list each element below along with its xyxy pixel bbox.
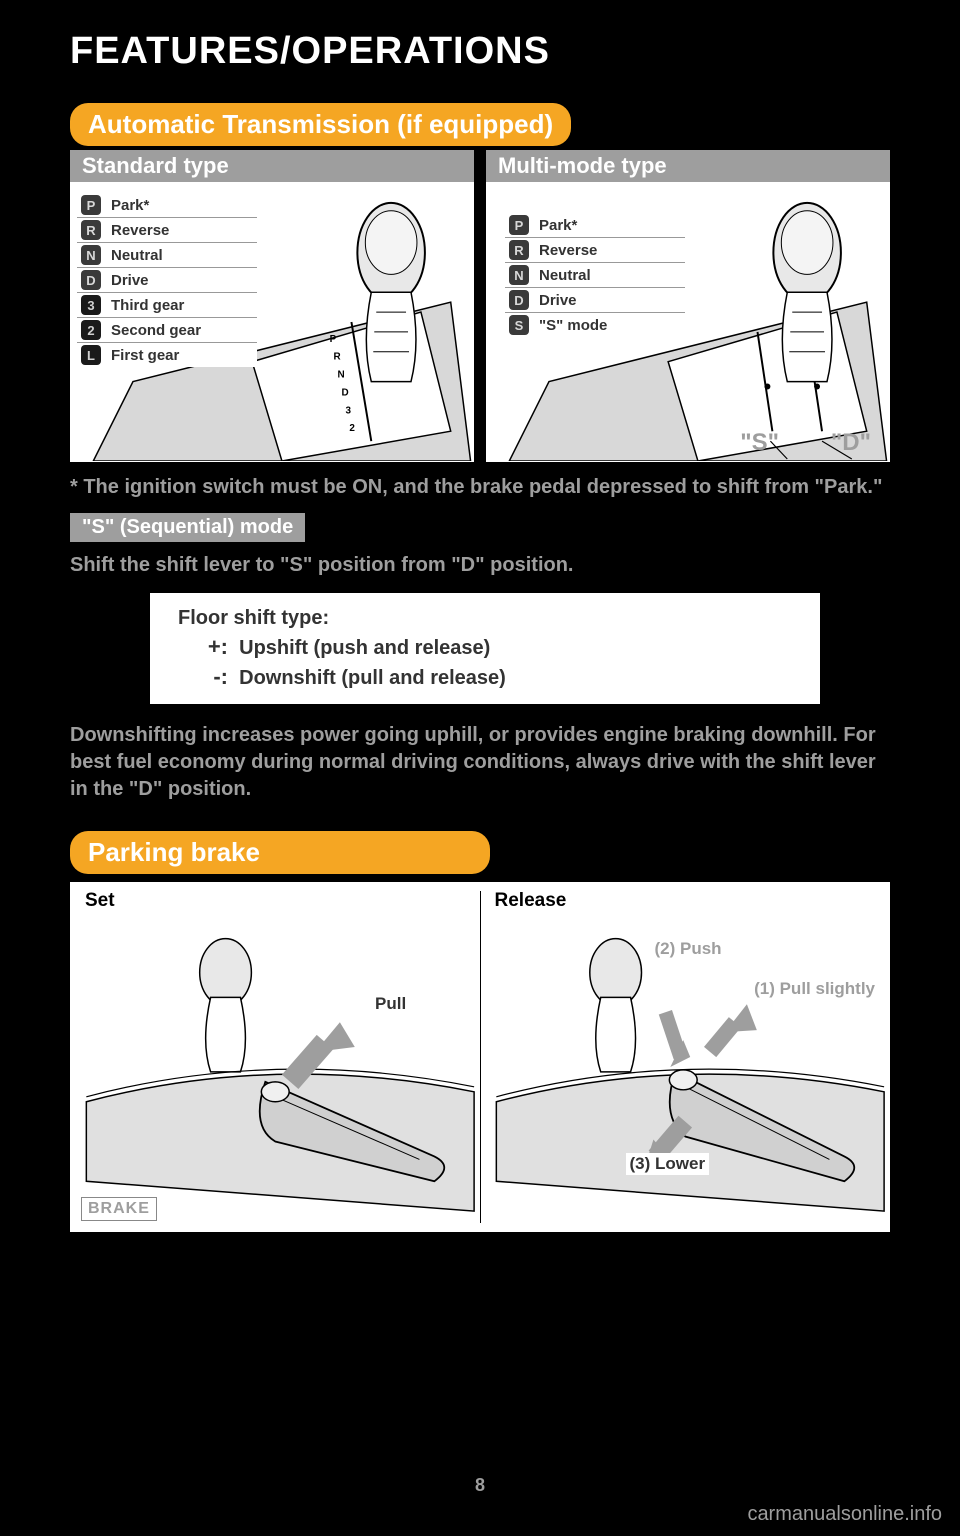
lower-callout: (3) Lower (626, 1153, 710, 1175)
gear-label: Reverse (111, 222, 169, 239)
svg-text:2: 2 (349, 423, 355, 434)
section-heading-parking-brake: Parking brake (70, 831, 490, 874)
gear-label: First gear (111, 347, 179, 364)
parking-release-panel: Release (2) Push (481, 883, 890, 1231)
svg-text:R: R (334, 352, 341, 363)
gear-label: Third gear (111, 297, 184, 314)
parking-set-panel: Set Pull BRAKE (71, 883, 480, 1231)
multi-diagram: P Park* R Reverse N Neutral D Drive S "S" mod… (486, 182, 890, 462)
gear-badge: D (81, 270, 101, 290)
gear-item: D Drive (505, 288, 685, 313)
set-label: Set (81, 889, 119, 913)
gear-label: Drive (539, 292, 577, 309)
release-label: Release (491, 889, 571, 913)
gear-label: Park* (111, 197, 149, 214)
svg-text:D: D (342, 387, 349, 398)
park-footnote: * The ignition switch must be ON, and th… (82, 474, 890, 501)
upshift-line: +: Upshift (push and release) (178, 634, 792, 660)
svg-text:3: 3 (345, 405, 351, 416)
downshift-line: -: Downshift (pull and release) (178, 664, 792, 690)
gear-label: Neutral (111, 247, 163, 264)
gear-item: 3 Third gear (77, 293, 257, 318)
gear-badge: 2 (81, 320, 101, 340)
gear-badge: N (81, 245, 101, 265)
section-heading-auto-trans: Automatic Transmission (if equipped) (70, 103, 571, 146)
gear-item: P Park* (505, 213, 685, 238)
gear-label: "S" mode (539, 317, 607, 334)
page-number: 8 (475, 1475, 485, 1496)
s-mode-instruction: Shift the shift lever to "S" position fr… (70, 552, 890, 579)
gear-item: D Drive (77, 268, 257, 293)
gear-item: 2 Second gear (77, 318, 257, 343)
gear-badge: 3 (81, 295, 101, 315)
svg-text:P: P (330, 334, 337, 345)
page-title: FEATURES/OPERATIONS (70, 30, 890, 73)
gear-badge: S (509, 315, 529, 335)
gear-label: Second gear (111, 322, 201, 339)
watermark: carmanualsonline.info (747, 1503, 942, 1526)
downshift-note: Downshifting increases power going uphil… (70, 722, 890, 803)
gear-item: N Neutral (505, 263, 685, 288)
gear-badge: L (81, 345, 101, 365)
standard-type-header: Standard type (70, 150, 474, 182)
gear-badge: N (509, 265, 529, 285)
parking-release-illustration (481, 883, 890, 1231)
parking-brake-diagram: Set Pull BRAKE Relea (70, 882, 890, 1232)
gear-badge: R (509, 240, 529, 260)
gear-badge: D (509, 290, 529, 310)
svg-text:N: N (338, 370, 345, 381)
gear-item: S "S" mode (505, 313, 685, 337)
gear-label: Reverse (539, 242, 597, 259)
gear-item: R Reverse (505, 238, 685, 263)
push-callout: (2) Push (651, 938, 726, 960)
gear-label: Neutral (539, 267, 591, 284)
pull-callout: Pull (371, 993, 410, 1015)
parking-set-illustration (71, 883, 480, 1231)
gear-badge: R (81, 220, 101, 240)
gear-item: L First gear (77, 343, 257, 367)
brake-indicator: BRAKE (81, 1197, 157, 1221)
standard-diagram: P R N D 3 2 P Park* R Reverse N Neutral D Dr… (70, 182, 474, 462)
gear-label: Drive (111, 272, 149, 289)
s-mode-heading: "S" (Sequential) mode (70, 513, 305, 542)
multi-gear-list: P Park* R Reverse N Neutral D Drive S "S" mod… (505, 213, 685, 337)
gear-item: N Neutral (77, 243, 257, 268)
pull-slightly-callout: (1) Pull slightly (750, 978, 879, 1000)
multi-mode-type-header: Multi-mode type (486, 150, 890, 182)
s-position-label: "S" (740, 429, 779, 457)
floor-shift-title: Floor shift type: (178, 607, 792, 630)
gear-item: R Reverse (77, 218, 257, 243)
gear-badge: P (81, 195, 101, 215)
d-position-label: "D" (831, 429, 871, 457)
gear-label: Park* (539, 217, 577, 234)
gear-item: P Park* (77, 193, 257, 218)
gear-badge: P (509, 215, 529, 235)
standard-gear-list: P Park* R Reverse N Neutral D Drive 3 Third g… (77, 193, 257, 367)
floor-shift-box: Floor shift type: +: Upshift (push and r… (150, 593, 820, 704)
